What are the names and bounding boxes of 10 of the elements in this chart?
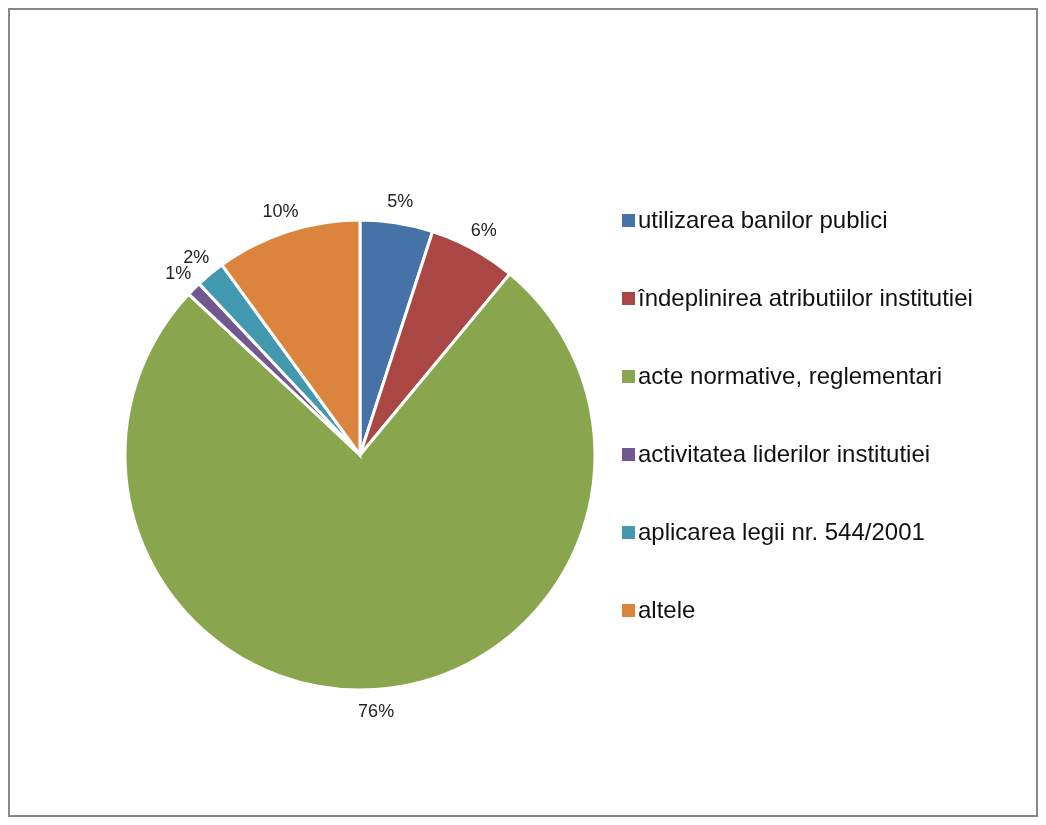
data-label: 76% [358, 701, 395, 722]
legend-label: utilizarea banilor publici [638, 206, 888, 234]
legend-label: activitatea liderilor institutiei [638, 440, 931, 468]
legend-label: acte normative, reglementari [638, 362, 943, 390]
legend-label: îndeplinirea atributiilor institutiei [638, 284, 973, 312]
data-label: 10% [262, 200, 299, 221]
legend-label: altele [638, 596, 696, 624]
legend-label: aplicarea legii nr. 544/2001 [638, 518, 925, 546]
data-label: 6% [470, 219, 497, 240]
data-label: 5% [387, 191, 414, 212]
